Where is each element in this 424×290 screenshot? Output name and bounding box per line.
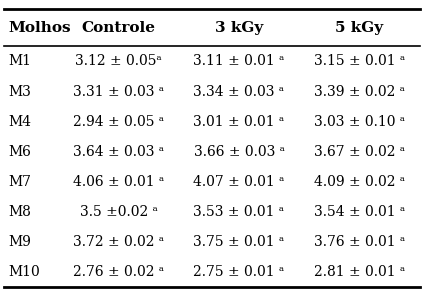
Text: 5 kGy: 5 kGy: [335, 21, 384, 35]
Text: 2.76 ± 0.02 ᵃ: 2.76 ± 0.02 ᵃ: [73, 265, 164, 279]
Text: M1: M1: [8, 55, 31, 68]
Text: 2.94 ± 0.05 ᵃ: 2.94 ± 0.05 ᵃ: [73, 115, 164, 129]
Text: Molhos: Molhos: [8, 21, 71, 35]
Text: 3.01 ± 0.01 ᵃ: 3.01 ± 0.01 ᵃ: [193, 115, 285, 129]
Text: 2.81 ± 0.01 ᵃ: 2.81 ± 0.01 ᵃ: [314, 265, 405, 279]
Text: 3.15 ± 0.01 ᵃ: 3.15 ± 0.01 ᵃ: [314, 55, 405, 68]
Text: 3.12 ± 0.05ᵃ: 3.12 ± 0.05ᵃ: [75, 55, 162, 68]
Text: 4.06 ± 0.01 ᵃ: 4.06 ± 0.01 ᵃ: [73, 175, 164, 189]
Text: 3.54 ± 0.01 ᵃ: 3.54 ± 0.01 ᵃ: [314, 205, 405, 219]
Text: M7: M7: [8, 175, 31, 189]
Text: M3: M3: [8, 84, 31, 99]
Text: 3.31 ± 0.03 ᵃ: 3.31 ± 0.03 ᵃ: [73, 84, 164, 99]
Text: 3.5 ±0.02 ᵃ: 3.5 ±0.02 ᵃ: [80, 205, 157, 219]
Text: M9: M9: [8, 235, 31, 249]
Text: M10: M10: [8, 265, 40, 279]
Text: 3.39 ± 0.02 ᵃ: 3.39 ± 0.02 ᵃ: [314, 84, 405, 99]
Text: M6: M6: [8, 145, 31, 159]
Text: 3 kGy: 3 kGy: [215, 21, 263, 35]
Text: 3.75 ± 0.01 ᵃ: 3.75 ± 0.01 ᵃ: [193, 235, 285, 249]
Text: 3.72 ± 0.02 ᵃ: 3.72 ± 0.02 ᵃ: [73, 235, 164, 249]
Text: M8: M8: [8, 205, 31, 219]
Text: 3.67 ± 0.02 ᵃ: 3.67 ± 0.02 ᵃ: [314, 145, 405, 159]
Text: M4: M4: [8, 115, 31, 129]
Text: 3.11 ± 0.01 ᵃ: 3.11 ± 0.01 ᵃ: [193, 55, 285, 68]
Text: 3.66 ± 0.03 ᵃ: 3.66 ± 0.03 ᵃ: [193, 145, 285, 159]
Text: 3.34 ± 0.03 ᵃ: 3.34 ± 0.03 ᵃ: [193, 84, 285, 99]
Text: 3.64 ± 0.03 ᵃ: 3.64 ± 0.03 ᵃ: [73, 145, 164, 159]
Text: Controle: Controle: [81, 21, 156, 35]
Text: 4.07 ± 0.01 ᵃ: 4.07 ± 0.01 ᵃ: [193, 175, 285, 189]
Text: 2.75 ± 0.01 ᵃ: 2.75 ± 0.01 ᵃ: [193, 265, 285, 279]
Text: 3.53 ± 0.01 ᵃ: 3.53 ± 0.01 ᵃ: [193, 205, 285, 219]
Text: 3.76 ± 0.01 ᵃ: 3.76 ± 0.01 ᵃ: [314, 235, 405, 249]
Text: 4.09 ± 0.02 ᵃ: 4.09 ± 0.02 ᵃ: [314, 175, 405, 189]
Text: 3.03 ± 0.10 ᵃ: 3.03 ± 0.10 ᵃ: [314, 115, 405, 129]
